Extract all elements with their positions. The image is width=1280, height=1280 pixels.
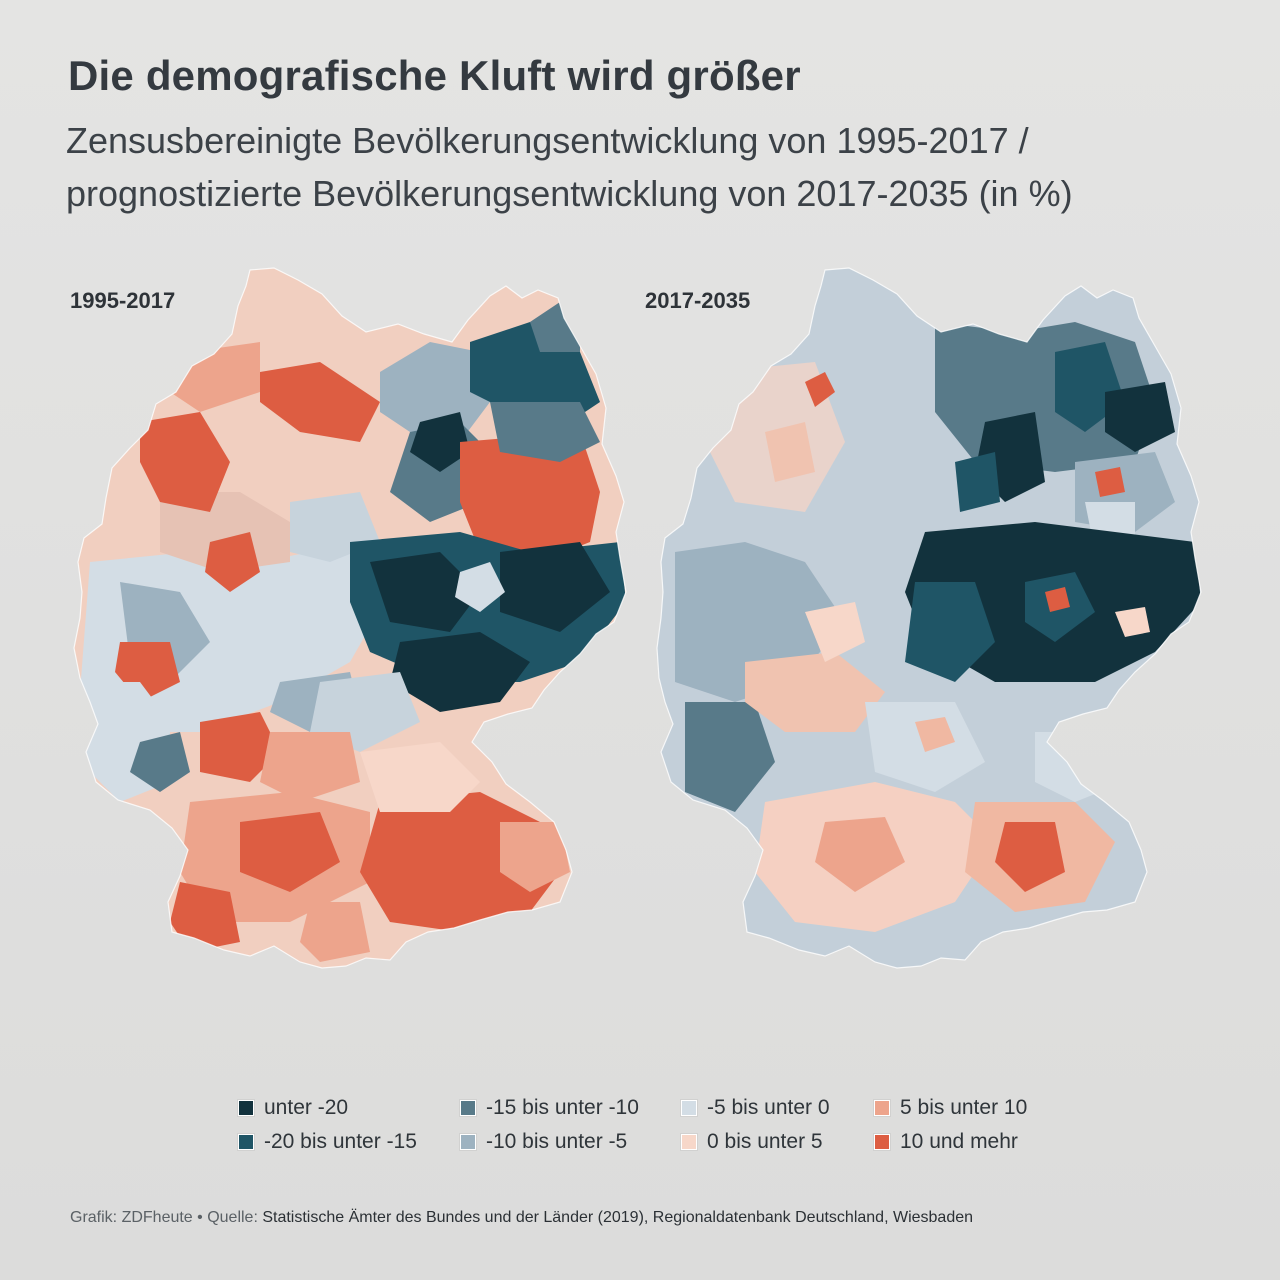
legend-item: 0 bis unter 5 [680, 1130, 823, 1154]
legend-item: unter -20 [237, 1096, 349, 1120]
legend: unter -20 -20 bis unter -15 -15 bis unte… [237, 1096, 1098, 1166]
map-2017-2035 [656, 267, 1202, 969]
source-text: Statistische Ämter des Bundes und der Lä… [262, 1209, 974, 1226]
legend-swatch [873, 1099, 891, 1117]
credit-text: Grafik: ZDFheute • Quelle: [70, 1209, 258, 1226]
legend-item: -15 bis unter -10 [459, 1096, 639, 1120]
legend-item: 5 bis unter 10 [873, 1096, 1028, 1120]
legend-swatch [459, 1099, 477, 1117]
map-label-2017-2035: 2017-2035 [645, 288, 751, 313]
legend-item: -10 bis unter -5 [459, 1130, 628, 1154]
legend-item: 10 und mehr [873, 1130, 1018, 1154]
legend-label: 10 und mehr [900, 1130, 1018, 1153]
legend-label: unter -20 [264, 1096, 349, 1119]
chart-subtitle: Zensusbereinigte Bevölkerungsentwicklung… [66, 120, 1073, 214]
legend-swatch [873, 1133, 891, 1151]
legend-swatch [237, 1099, 255, 1117]
legend-swatch [459, 1133, 477, 1151]
map-1995-2017 [73, 267, 627, 969]
legend-swatch [237, 1133, 255, 1151]
footer-credit: Grafik: ZDFheute • Quelle: Statistische … [70, 1209, 973, 1227]
legend-label: 5 bis unter 10 [900, 1096, 1028, 1119]
legend-label: -15 bis unter -10 [486, 1096, 639, 1119]
map-label-1995-2017: 1995-2017 [70, 288, 176, 313]
legend-swatch [680, 1133, 698, 1151]
legend-label: 0 bis unter 5 [707, 1130, 823, 1153]
legend-item: -5 bis unter 0 [680, 1096, 830, 1120]
legend-label: -20 bis unter -15 [264, 1130, 417, 1153]
chart-title: Die demografische Kluft wird größer [68, 52, 801, 99]
legend-item: -20 bis unter -15 [237, 1130, 417, 1154]
legend-label: -10 bis unter -5 [486, 1130, 628, 1153]
legend-swatch [680, 1099, 698, 1117]
legend-label: -5 bis unter 0 [707, 1096, 830, 1119]
